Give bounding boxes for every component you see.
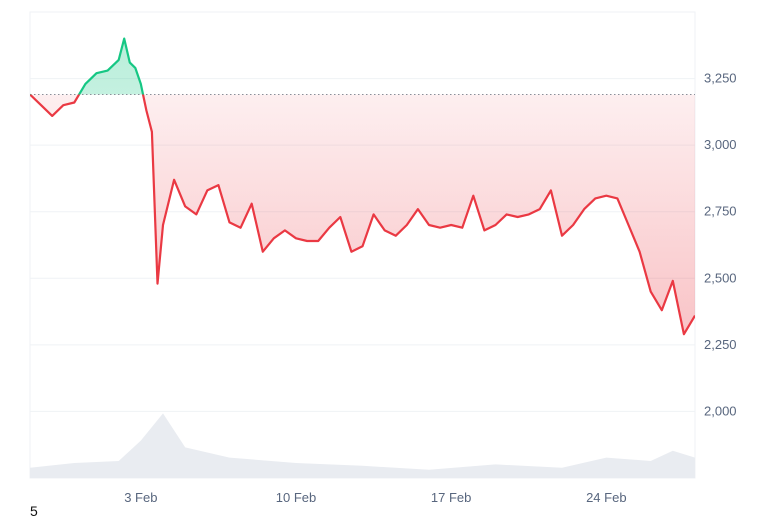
price-line: [30, 37, 695, 336]
x-axis-ticks: 3 Feb 10 Feb 17 Feb 24 Feb: [124, 490, 626, 505]
y-tick-label: 2,000: [704, 403, 737, 418]
footnote-text: 5: [30, 503, 38, 519]
y-axis-ticks: 2,000 2,250 2,500 2,750 3,000 3,250: [704, 71, 737, 419]
x-tick-label: 10 Feb: [276, 490, 316, 505]
volume-shape: [30, 413, 695, 478]
price-line-above: [30, 37, 145, 95]
y-tick-label: 3,000: [704, 137, 737, 152]
y-tick-label: 2,500: [704, 270, 737, 285]
y-tick-label: 3,250: [704, 71, 737, 86]
x-tick-label: 3 Feb: [124, 490, 157, 505]
x-tick-label: 17 Feb: [431, 490, 471, 505]
price-line-below: [30, 94, 695, 336]
fill-below-baseline: [30, 94, 695, 335]
volume-area: [30, 413, 695, 478]
fill-above-baseline: [30, 38, 695, 95]
y-tick-label: 2,250: [704, 337, 737, 352]
price-fill: [30, 38, 695, 335]
y-tick-label: 2,750: [704, 204, 737, 219]
x-tick-label: 24 Feb: [586, 490, 626, 505]
